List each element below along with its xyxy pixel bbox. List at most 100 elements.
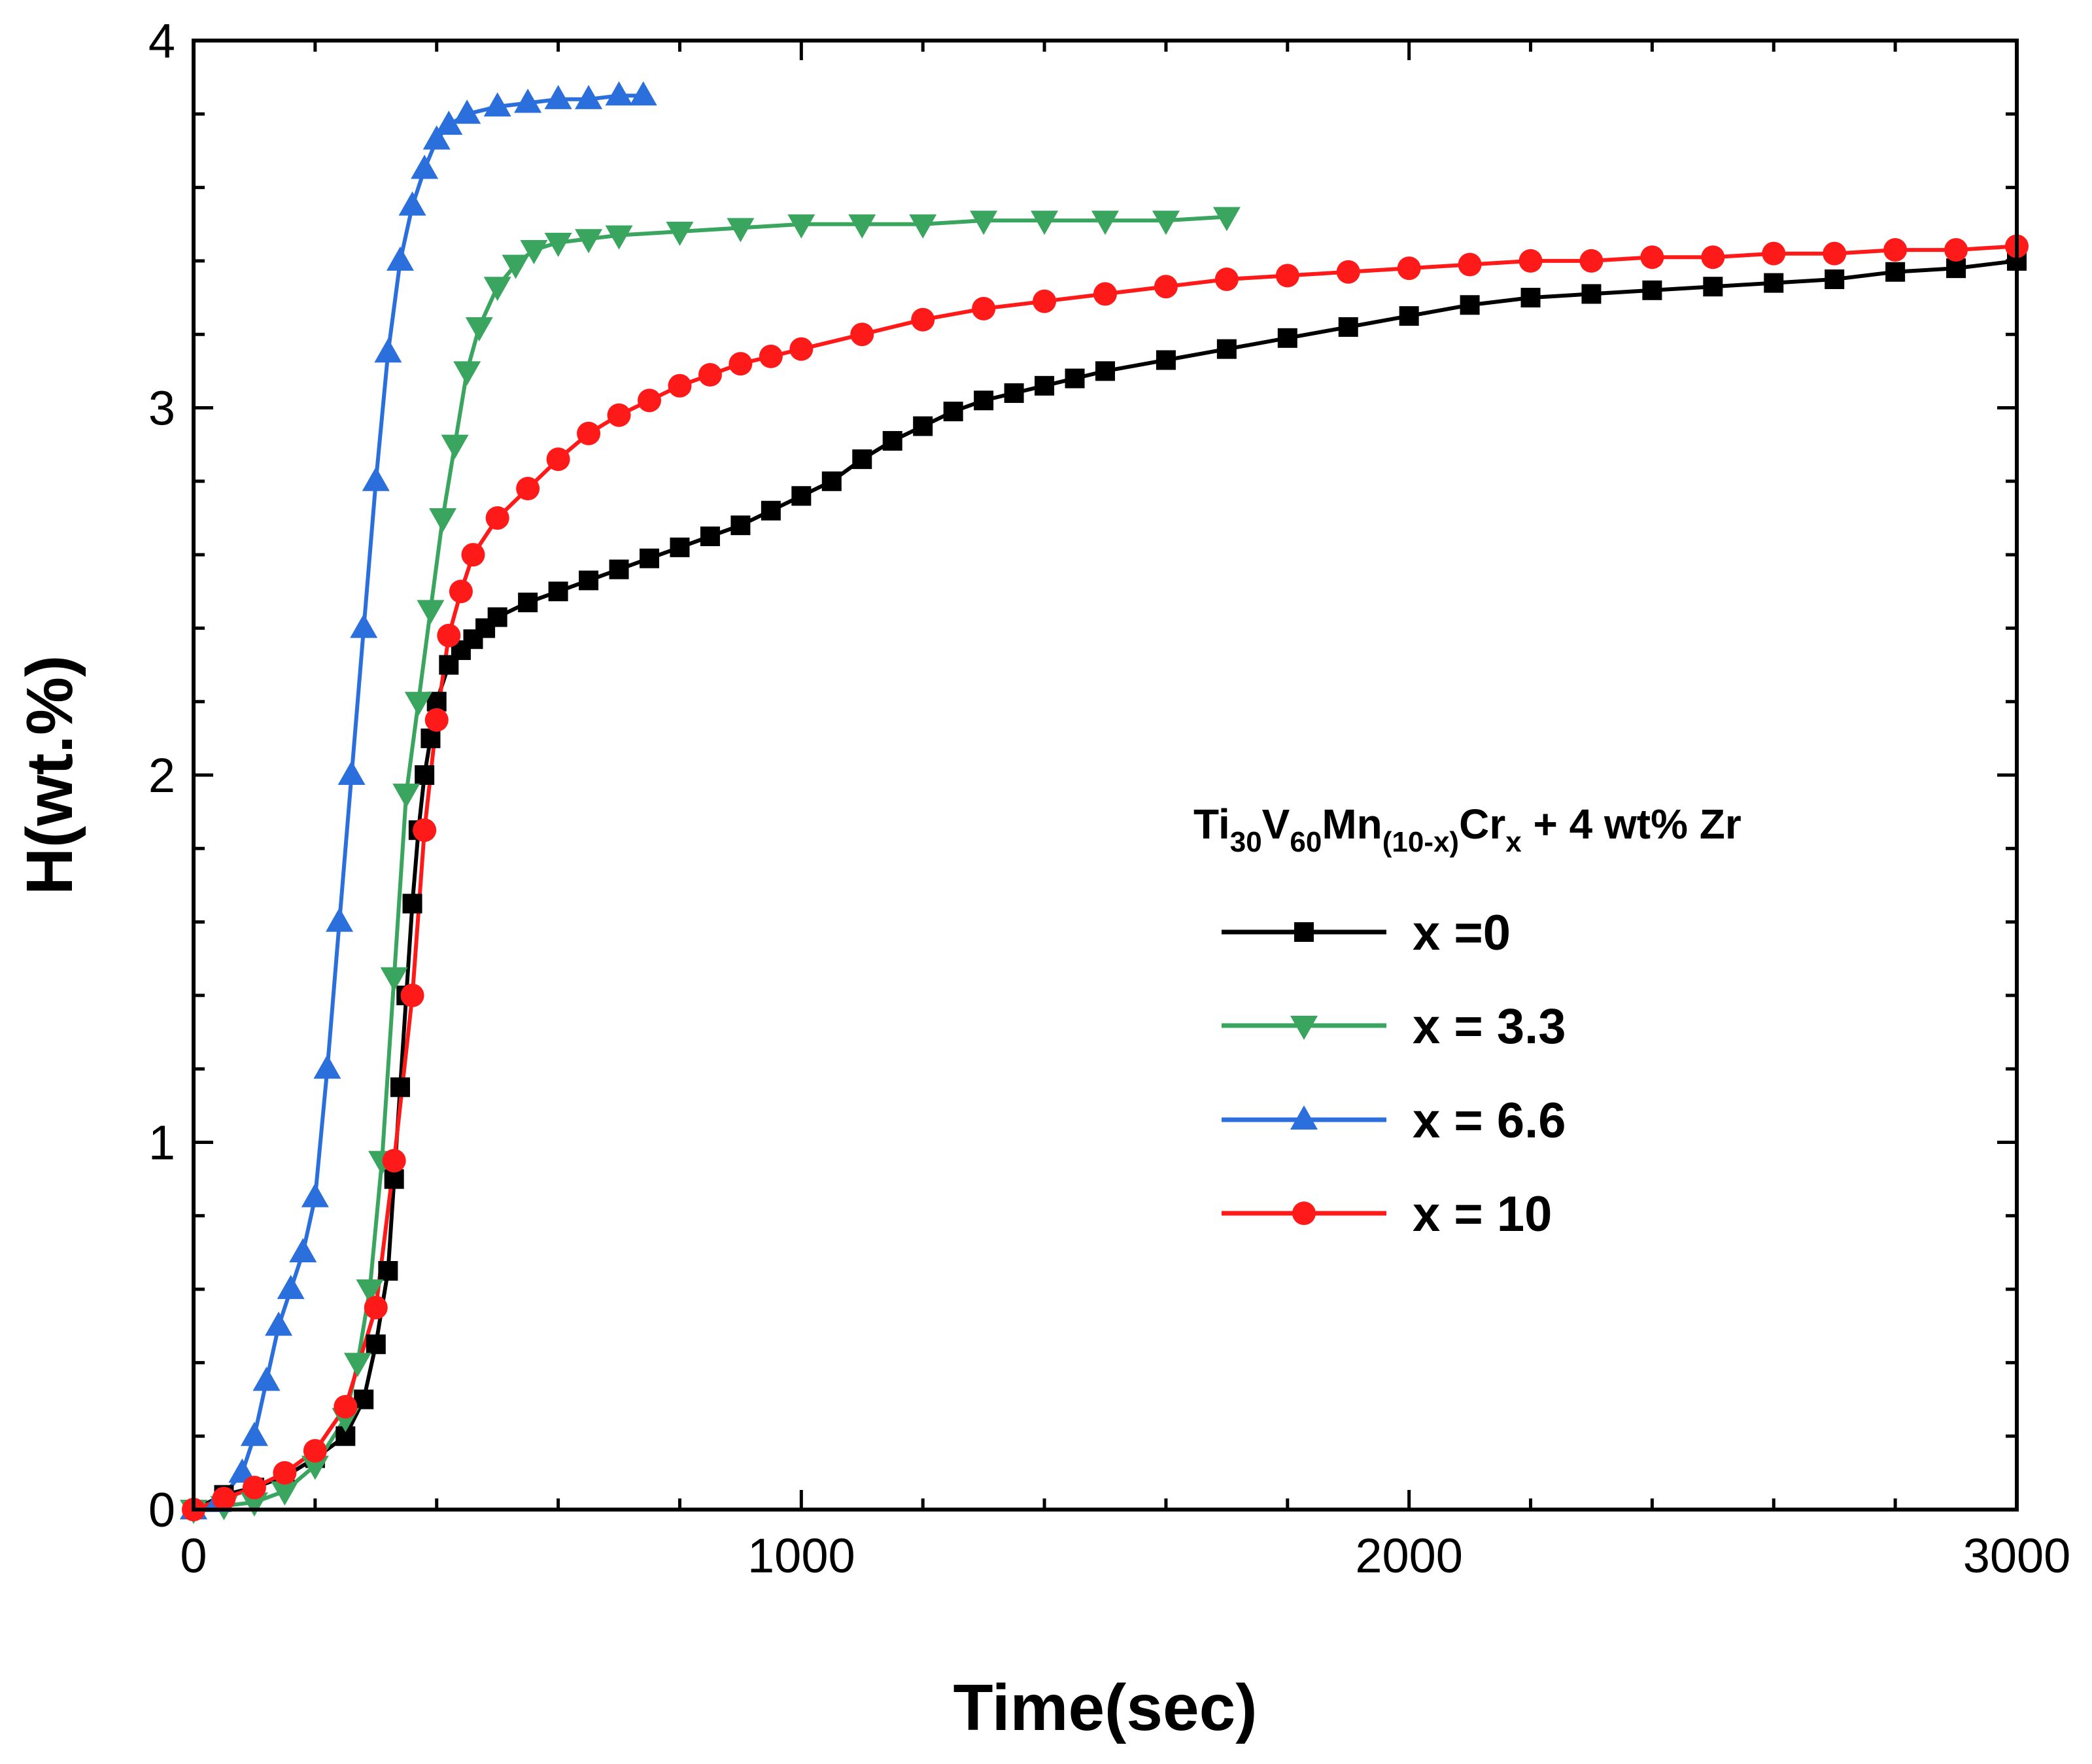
data-point bbox=[485, 506, 509, 530]
data-point bbox=[417, 600, 445, 625]
data-point bbox=[483, 277, 511, 302]
data-point bbox=[386, 246, 414, 271]
data-point bbox=[1581, 284, 1602, 304]
data-point bbox=[1004, 383, 1024, 404]
legend-label: x =0 bbox=[1413, 905, 1511, 961]
legend-entry-1: x = 3.3 bbox=[1222, 999, 1566, 1054]
data-point bbox=[212, 1487, 236, 1511]
series-markers-3 bbox=[182, 234, 2029, 1521]
data-point bbox=[850, 322, 874, 347]
data-point bbox=[429, 508, 457, 532]
data-point bbox=[1033, 289, 1057, 313]
data-point bbox=[848, 214, 876, 239]
data-point bbox=[402, 893, 422, 914]
data-point bbox=[1336, 260, 1360, 284]
data-point bbox=[380, 967, 408, 992]
data-point bbox=[437, 623, 461, 648]
data-point bbox=[350, 614, 378, 638]
data-point bbox=[544, 84, 572, 109]
data-point bbox=[1520, 288, 1541, 308]
data-point bbox=[821, 471, 842, 491]
data-point bbox=[453, 361, 481, 386]
data-point bbox=[1212, 207, 1241, 232]
data-point bbox=[1338, 317, 1358, 337]
data-point bbox=[1642, 280, 1662, 300]
data-point bbox=[1275, 264, 1299, 288]
data-point bbox=[461, 543, 485, 567]
data-point bbox=[502, 254, 530, 279]
x-tick-label: 0 bbox=[180, 1529, 207, 1583]
data-point bbox=[1944, 238, 1968, 262]
data-point bbox=[1885, 262, 1906, 282]
legend-entry-3: x = 10 bbox=[1222, 1186, 1552, 1242]
data-point bbox=[424, 708, 449, 732]
y-axis-title: H(wt.%) bbox=[13, 655, 86, 895]
data-point bbox=[392, 784, 420, 808]
plot-frame bbox=[192, 39, 2019, 1512]
legend-swatch-marker bbox=[1290, 1016, 1318, 1040]
legend-label: x = 10 bbox=[1413, 1186, 1552, 1242]
data-point bbox=[242, 1476, 266, 1500]
data-point bbox=[730, 515, 751, 536]
data-point bbox=[943, 402, 963, 422]
data-point bbox=[1277, 328, 1297, 348]
data-point bbox=[629, 81, 657, 106]
data-point bbox=[575, 84, 603, 109]
data-point bbox=[374, 338, 402, 363]
data-point bbox=[252, 1366, 281, 1391]
data-point bbox=[1823, 241, 1847, 266]
data-point bbox=[382, 1149, 406, 1173]
legend: Ti30V60Mn(10-x)Crx + 4 wt% Zr x =0 x = 3.… bbox=[1193, 801, 1741, 1242]
legend-entry-2: x = 6.6 bbox=[1222, 1093, 1566, 1149]
data-point bbox=[441, 434, 469, 459]
data-point bbox=[1095, 361, 1115, 381]
data-point bbox=[453, 99, 481, 124]
data-point bbox=[277, 1275, 305, 1300]
data-point bbox=[1152, 211, 1180, 235]
data-point bbox=[972, 296, 996, 320]
data-point bbox=[882, 431, 902, 451]
data-point bbox=[518, 593, 538, 613]
data-point bbox=[666, 221, 694, 246]
data-point bbox=[609, 559, 629, 579]
data-point bbox=[546, 447, 570, 472]
data-point bbox=[303, 1439, 327, 1463]
x-tick-label: 1000 bbox=[747, 1529, 855, 1583]
data-point bbox=[364, 1296, 388, 1320]
data-point bbox=[422, 125, 451, 150]
data-point bbox=[378, 1261, 398, 1281]
legend-label: x = 6.6 bbox=[1413, 1093, 1566, 1149]
data-point bbox=[1214, 267, 1239, 291]
y-tick-label: 1 bbox=[148, 1116, 175, 1170]
data-point bbox=[400, 983, 424, 1007]
data-point bbox=[759, 344, 783, 368]
data-point bbox=[487, 607, 507, 627]
data-point bbox=[579, 570, 599, 591]
data-point bbox=[605, 81, 633, 106]
data-point bbox=[1154, 275, 1178, 299]
data-point bbox=[974, 390, 994, 411]
data-point bbox=[1883, 238, 1908, 262]
data-point bbox=[420, 728, 441, 748]
data-point bbox=[1399, 306, 1419, 326]
data-point bbox=[390, 1077, 410, 1098]
data-point bbox=[670, 537, 690, 557]
data-point bbox=[301, 1455, 329, 1480]
data-point bbox=[228, 1458, 256, 1483]
data-point bbox=[605, 225, 633, 250]
data-point bbox=[520, 240, 548, 265]
series-line-0 bbox=[192, 258, 2017, 1512]
data-point bbox=[577, 421, 601, 445]
legend-title: Ti30V60Mn(10-x)Crx + 4 wt% Zr bbox=[1193, 801, 1741, 858]
data-point bbox=[727, 218, 755, 243]
data-point bbox=[544, 232, 572, 257]
data-point bbox=[1031, 211, 1059, 235]
series-line-1 bbox=[193, 215, 1227, 1512]
data-point bbox=[265, 1311, 293, 1336]
tick-labels: 0 1000 2000 3000 0 1 2 3 4 bbox=[148, 14, 2070, 1583]
data-point bbox=[404, 691, 432, 716]
data-point bbox=[289, 1237, 317, 1262]
data-point bbox=[1458, 252, 1482, 277]
data-point bbox=[789, 337, 814, 361]
